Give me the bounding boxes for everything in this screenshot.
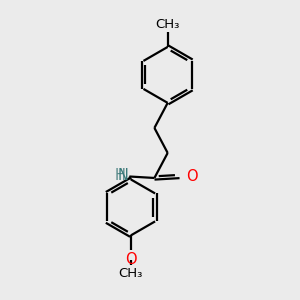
Text: H: H [115, 168, 126, 183]
Text: N: N [118, 168, 129, 183]
Text: O: O [125, 252, 137, 267]
Text: CH₃: CH₃ [119, 267, 143, 280]
Text: O: O [186, 169, 197, 184]
Text: CH₃: CH₃ [155, 18, 180, 31]
